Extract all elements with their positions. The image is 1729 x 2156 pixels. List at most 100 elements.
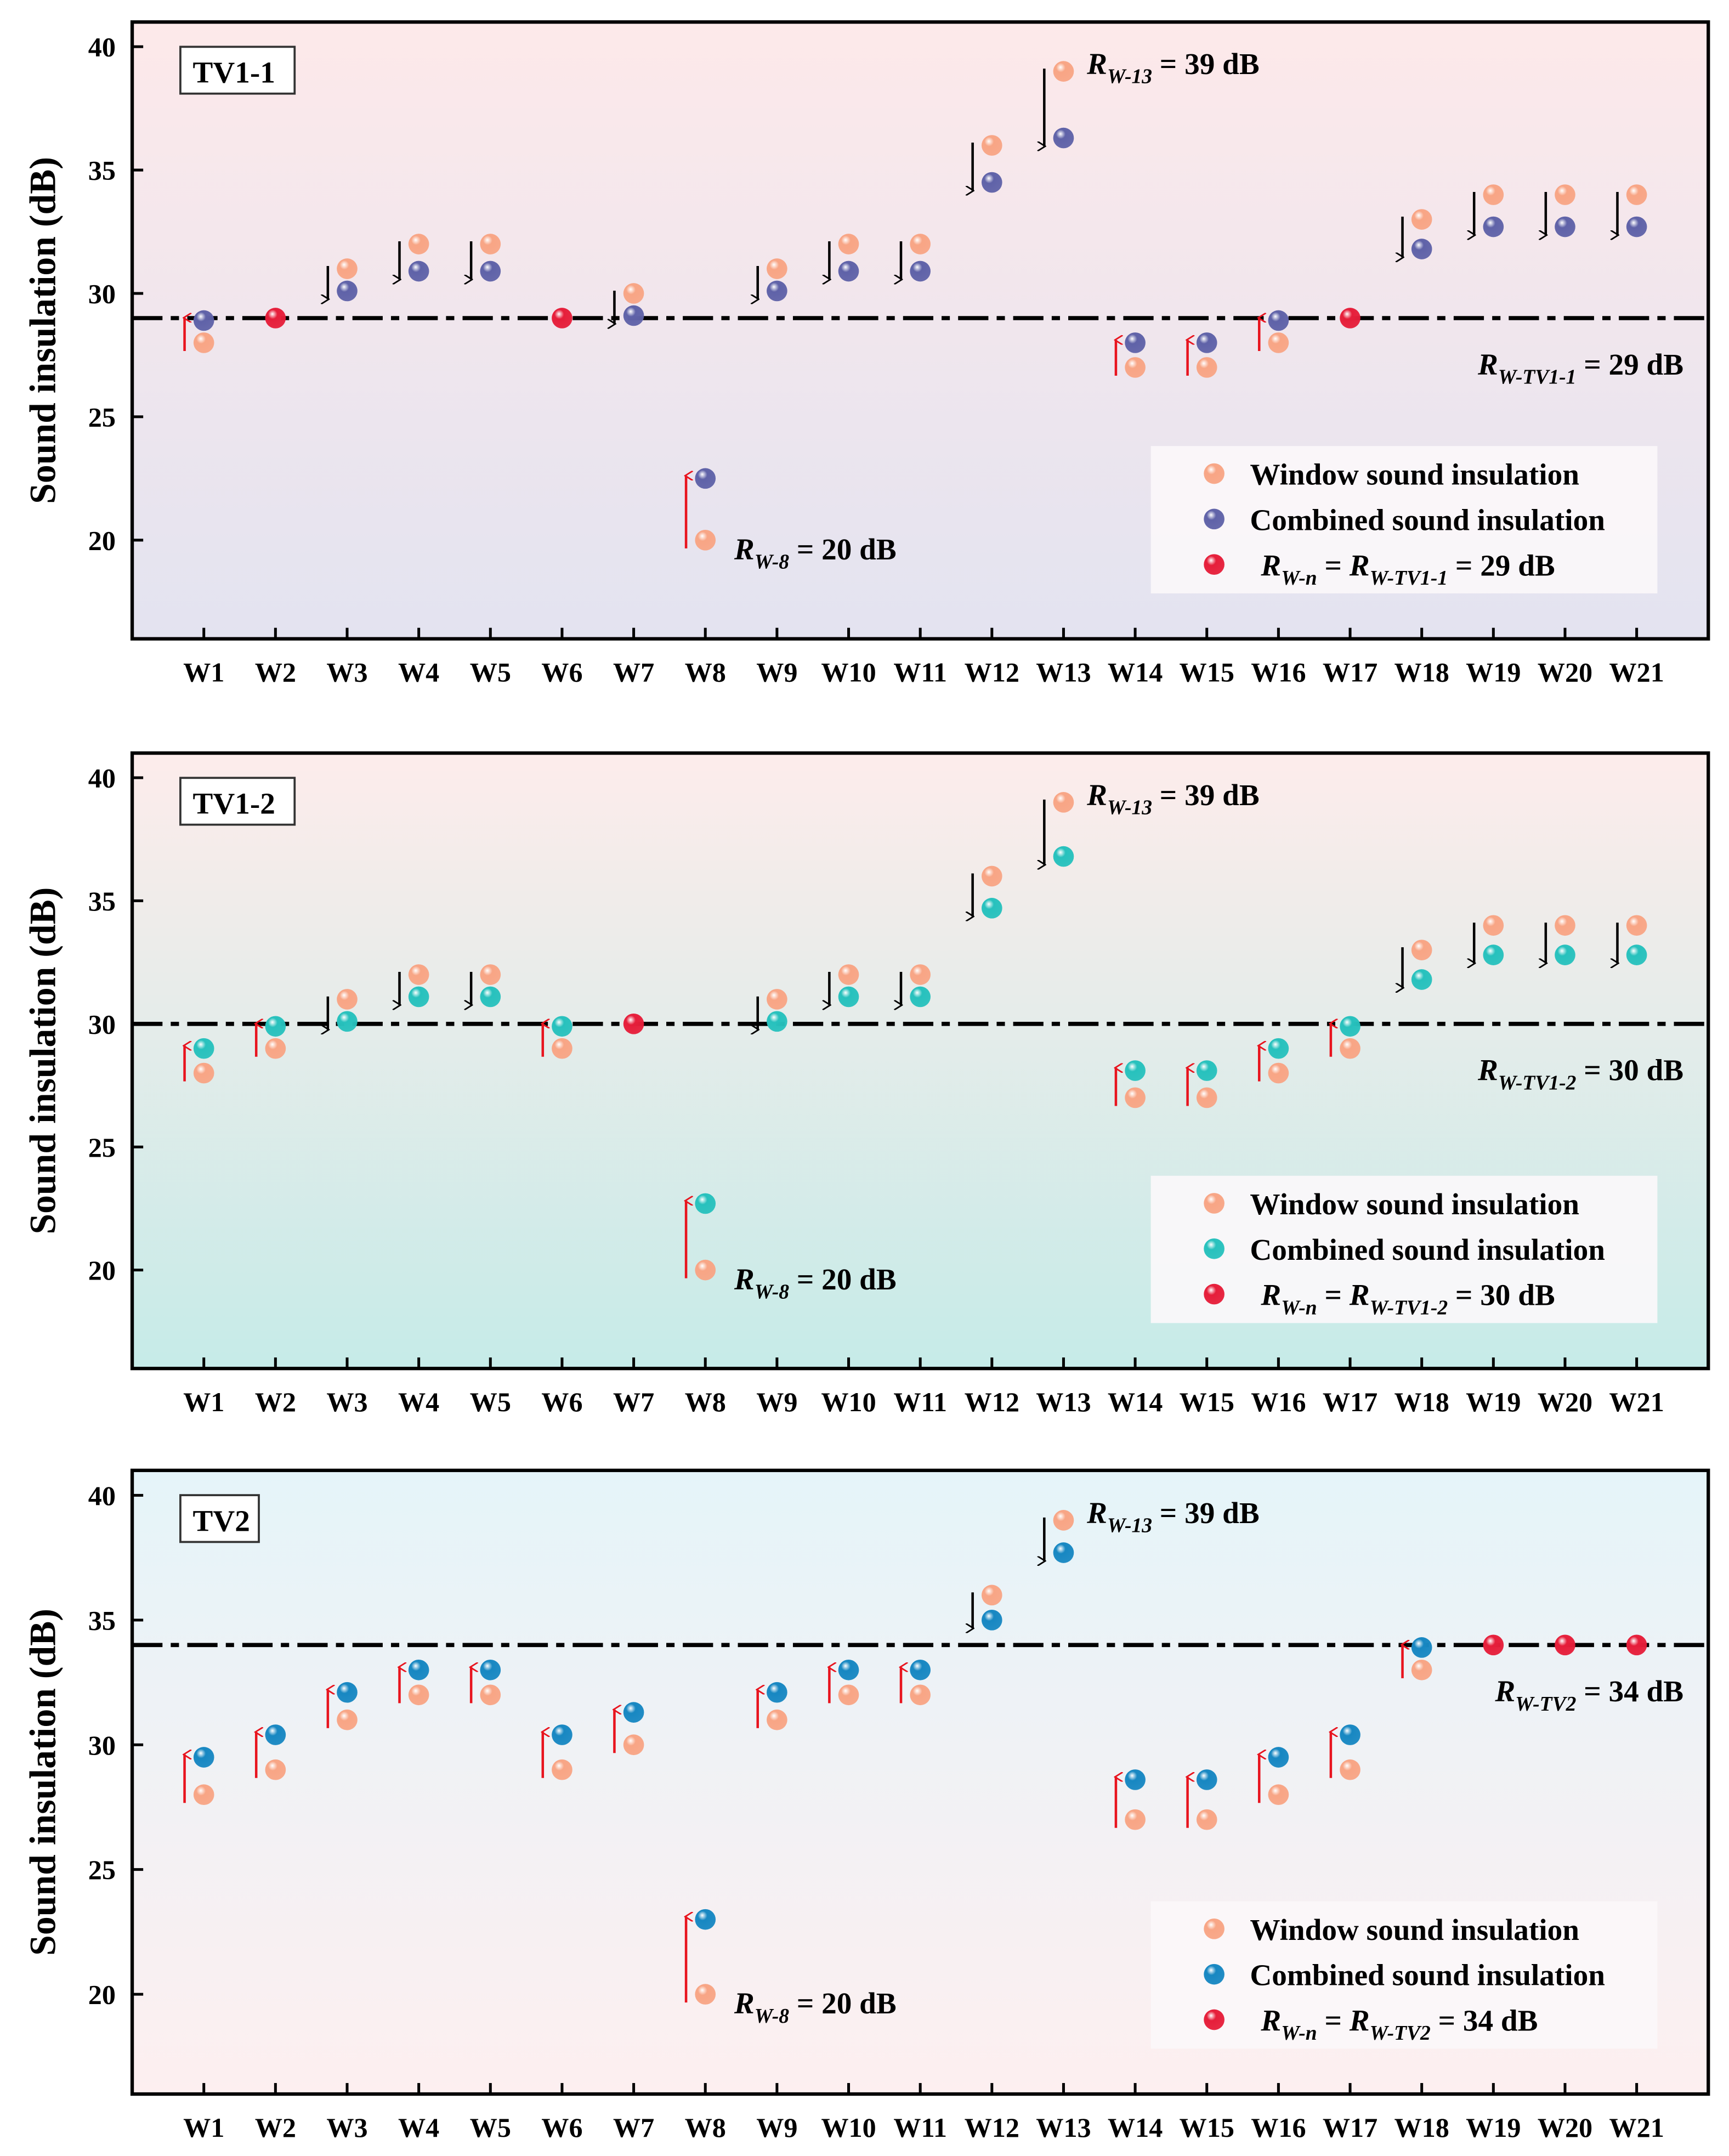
y-tick-label: 20 [88,1979,116,2010]
window-point [623,1734,644,1756]
x-tick-label: W9 [756,2112,797,2143]
combined-point [1125,1769,1146,1790]
text-part: R [1494,1674,1515,1708]
text-part: = 30 dB [1448,1278,1555,1312]
combined-point [910,1659,931,1680]
legend-marker [1204,1238,1225,1259]
subscript: W-13 [1107,1514,1152,1537]
combined-point [767,280,787,302]
x-tick-label: W11 [893,2112,947,2143]
text-part: = 29 dB [1576,348,1683,381]
min-annotation: RW-8 = 20 dB [734,1987,897,2028]
subscript: W-TV1-1 [1498,366,1577,388]
window-point [1411,940,1432,960]
panel-label-box [179,46,296,95]
legend: Window sound insulation Combined sound in… [1150,446,1658,593]
combined-point [1411,969,1432,990]
window-point [1053,61,1074,82]
y-tick-label: 20 [88,525,116,556]
window-point [767,989,787,1010]
combined-point [552,1724,572,1745]
legend-marker [1204,1963,1225,1985]
x-tick-label: W4 [398,2112,439,2143]
x-tick-label: W6 [541,1387,582,1417]
x-tick-label: W19 [1466,1387,1521,1417]
y-tick-label: 30 [88,279,116,309]
combined-point [1196,1769,1217,1790]
window-point [408,964,429,985]
x-tick-label: W14 [1108,657,1163,688]
x-tick-label: W14 [1108,2112,1163,2143]
window-point [1411,209,1432,230]
combined-point [193,1747,214,1768]
subscript: W-TV2 [1515,1693,1576,1716]
text-part: = 30 dB [1576,1054,1683,1087]
text-part: R [1260,1278,1281,1312]
chart-panel-tv2: 20 25 30 35 40 Sound insulation (dB) W1 W2 W3 W4 W… [22,1468,1710,2143]
window-point [1483,184,1504,205]
min-annotation: RW-8 = 20 dB [734,1263,897,1304]
combined-point [910,261,931,282]
text-part: = 20 dB [789,533,897,566]
combined-point [623,305,644,326]
window-point [1268,1062,1289,1084]
text-part: R [1349,548,1370,582]
x-tick-label: W20 [1538,2112,1592,2143]
combined-point [408,986,429,1008]
window-point [193,1062,214,1084]
window-point [480,1684,501,1706]
x-tick-label: W9 [756,1387,797,1417]
combined-point [767,1682,787,1703]
window-point [408,234,429,254]
text-part: R [734,1987,755,2020]
chart-panel-tv1-1: 20 25 30 35 40 Sound insulation (dB) W1 W2 W3 W4 W… [22,20,1710,688]
max-annotation: RW-13 = 39 dB [1086,47,1260,88]
plot-frame [130,751,1710,1371]
combined-point [981,172,1002,193]
window-point [1196,1087,1217,1108]
text-part: = 20 dB [789,1263,897,1296]
x-tick-label: W6 [541,2112,582,2143]
subscript: W-8 [755,1281,789,1303]
text-part: Combined sound insulation [1250,1233,1605,1266]
min-annotation: RW-8 = 20 dB [734,533,897,574]
text-part: = 39 dB [1152,47,1260,81]
text-part: R [1086,778,1107,812]
x-tick-label: W1 [183,657,224,688]
window-point [695,1259,716,1281]
combined-point [1196,1060,1217,1081]
combined-point [337,280,358,302]
x-tick-label: W3 [326,1387,367,1417]
combined-point [981,1609,1002,1631]
window-point [193,1784,214,1806]
panel-label: TV1-2 [193,787,275,820]
window-point [1626,184,1647,205]
combined-point [1053,1542,1074,1563]
window-point [981,1585,1002,1606]
legend-label: Combined sound insulation [1250,1233,1605,1266]
subscript: W-n [1281,567,1317,590]
combined-point [1555,944,1575,965]
window-point [767,258,787,279]
text-part: Window sound insulation [1250,1187,1579,1221]
combined-point [1196,332,1217,353]
x-tick-label: W17 [1323,2112,1377,2143]
reference-annotation: RW-TV1-2 = 30 dB [1477,1054,1683,1095]
x-tick-label: W2 [255,2112,296,2143]
text-part: Window sound insulation [1250,1913,1579,1946]
subscript: W-13 [1107,796,1152,819]
x-tick-label: W2 [255,657,296,688]
text-part: = 29 dB [1448,548,1555,582]
y-tick-label: 40 [88,763,116,794]
text-part: R [1349,2004,1370,2038]
combined-point [337,1682,358,1703]
window-point [193,332,214,353]
reference-match-point [1555,1634,1575,1656]
combined-point [1411,239,1432,259]
reference-annotation: RW-TV1-1 = 29 dB [1477,348,1683,389]
x-tick-label: W8 [685,2112,726,2143]
combined-point [838,1659,859,1680]
reference-match-point [1340,308,1360,329]
y-tick-label: 35 [88,886,116,916]
x-tick-label: W13 [1036,657,1091,688]
